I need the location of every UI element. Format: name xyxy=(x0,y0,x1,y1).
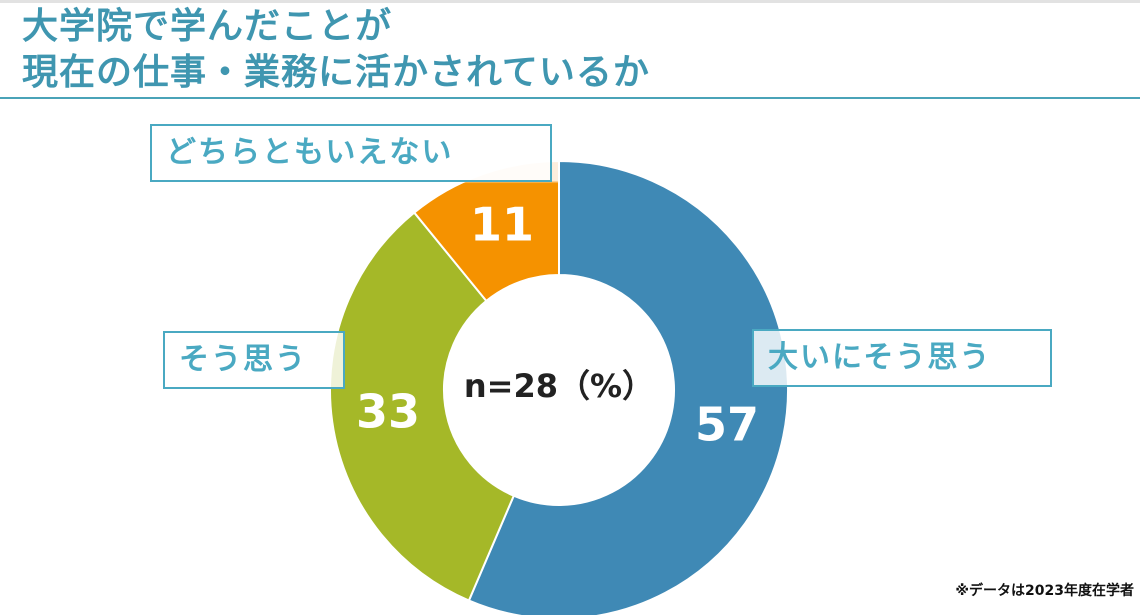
value-label-neutral: 11 xyxy=(470,198,534,252)
value-label-strongly-agree: 57 xyxy=(695,398,759,452)
slice-neutral xyxy=(412,159,560,303)
footnote: ※データは2023年度在学者 xyxy=(955,583,1134,599)
value-label-agree: 33 xyxy=(356,385,420,439)
title-line-2: 現在の仕事・業務に活かされているか xyxy=(22,52,650,93)
label-strongly-agree: 大いにそう思う xyxy=(752,329,1052,387)
label-agree: そう思う xyxy=(163,331,345,389)
slice-agree xyxy=(329,211,516,602)
slice-strongly-agree xyxy=(467,159,789,615)
sample-size-label: n=28（%） xyxy=(463,367,655,405)
label-neutral: どちらともいえない xyxy=(150,124,552,182)
title-divider xyxy=(0,97,1140,99)
top-border xyxy=(0,0,1140,3)
page-title: 大学院で学んだことが 現在の仕事・業務に活かされているか xyxy=(22,4,650,96)
title-line-1: 大学院で学んだことが xyxy=(22,6,393,47)
